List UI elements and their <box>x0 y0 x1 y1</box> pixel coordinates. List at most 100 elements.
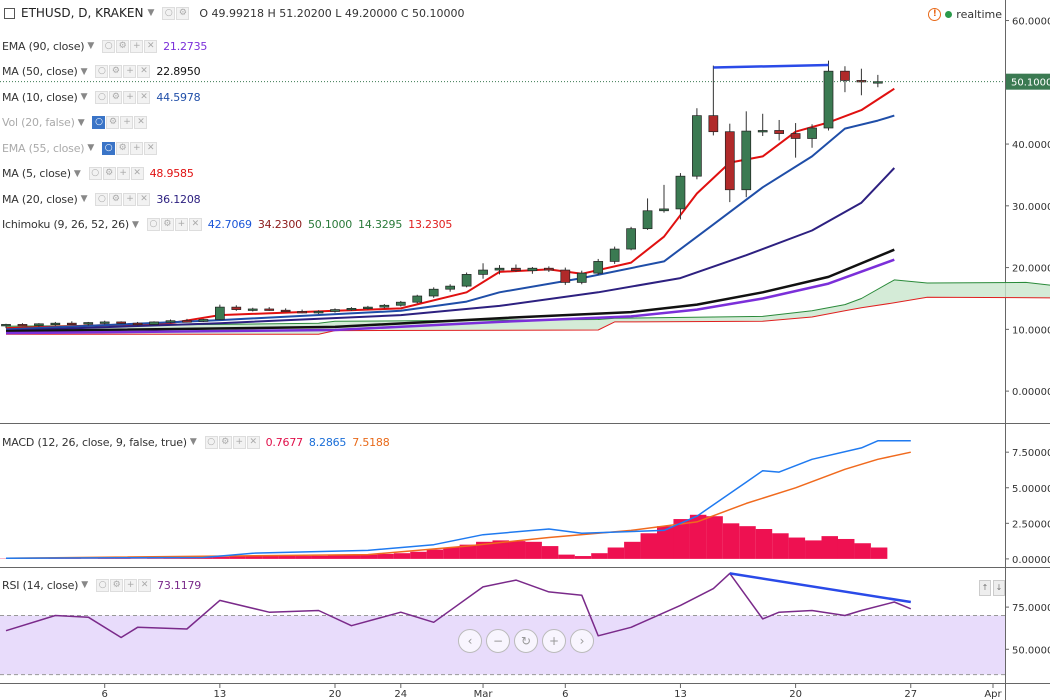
indicator-value: 42.7069 <box>207 218 252 231</box>
price-tick-label: 20.00000 <box>1012 264 1050 275</box>
macd-histogram-bar <box>739 526 756 559</box>
candle <box>692 115 702 177</box>
last-price-label: 50.10000 <box>1011 78 1050 89</box>
macd-histogram-bar <box>476 541 493 559</box>
warning-icon[interactable]: ! <box>928 8 942 21</box>
indicator-legend[interactable]: MA (50, close) ▼ ○ ⚙ + ✕ 22.8950 <box>2 64 206 80</box>
macd-histogram-bar <box>837 538 855 559</box>
symbol-title[interactable]: ETHUSD, D, KRAKEN <box>21 6 144 20</box>
chevron-down-icon[interactable]: ▼ <box>77 117 85 128</box>
ma-line <box>5 258 895 335</box>
indicator-legend[interactable]: MA (5, close) ▼ ○ ⚙ + ✕ 48.9585 <box>2 166 200 182</box>
chevron-down-icon[interactable]: ▼ <box>87 143 95 153</box>
price-tick-label: 10.00000 <box>1012 325 1050 336</box>
macd-histogram-bar <box>426 549 444 559</box>
candle <box>840 70 850 81</box>
macd-histogram-bar <box>97 558 115 559</box>
price-tick-label: 0.00000 <box>1012 387 1050 398</box>
candle <box>264 308 275 311</box>
last-price-box <box>1006 73 1050 90</box>
indicator-controls[interactable]: ○ ⚙ + ✕ <box>92 116 148 129</box>
indicator-legend[interactable]: MA (20, close) ▼ ○ ⚙ + ✕ 36.1208 <box>2 191 206 207</box>
macd-histogram-bar <box>755 529 773 559</box>
candle <box>708 115 719 133</box>
candle <box>461 274 472 287</box>
indicator-label[interactable]: MA (20, close) <box>2 192 78 206</box>
indicator-controls[interactable]: ○ ⚙ + ✕ <box>95 90 151 104</box>
chevron-down-icon[interactable]: ▼ <box>80 66 88 77</box>
indicator-label[interactable]: MACD (12, 26, close, 9, false, true) <box>2 435 187 449</box>
indicator-legend[interactable]: MA (10, close) ▼ ○ ⚙ + ✕ 44.5978 <box>2 89 206 105</box>
price-tick-label: 60.00000 <box>1012 17 1050 28</box>
candle <box>642 210 653 230</box>
candle <box>807 127 817 139</box>
chevron-down-icon[interactable]: ▼ <box>73 168 81 179</box>
chevron-down-icon[interactable]: ▼ <box>80 194 88 204</box>
macd-histogram-bar <box>262 555 279 559</box>
chevron-down-icon[interactable]: ▼ <box>132 219 139 230</box>
macd-histogram-bar <box>344 554 361 559</box>
indicator-controls[interactable]: ○ ⚙ + ✕ <box>95 65 151 78</box>
reset-icon[interactable]: ↻ <box>514 629 538 653</box>
indicator-label[interactable]: RSI (14, close) <box>2 578 79 592</box>
macd-histogram-bar <box>706 516 723 559</box>
candle <box>757 130 768 133</box>
candle <box>741 130 752 191</box>
chevron-down-icon[interactable]: ▼ <box>87 41 95 51</box>
chevron-down-icon[interactable]: ▼ <box>81 580 89 590</box>
candle <box>198 319 209 322</box>
macd-histogram-bar <box>245 556 263 559</box>
indicator-label[interactable]: EMA (90, close) <box>2 39 85 53</box>
candle <box>363 306 373 309</box>
macd-legend[interactable]: MACD (12, 26, close, 9, false, true) ▼ ○ ⚙ +… <box>2 434 396 450</box>
candle <box>297 311 307 314</box>
indicator-value: 36.1208 <box>156 192 201 206</box>
ma-line <box>5 167 896 332</box>
zoom-out-icon[interactable]: − <box>486 629 510 653</box>
macd-histogram-bar <box>459 544 477 559</box>
indicator-controls[interactable]: ○ ⚙ + ✕ <box>96 578 152 592</box>
indicator-legend[interactable]: EMA (90, close) ▼ ○ ⚙ + ✕ 21.2735 <box>2 38 213 54</box>
indicator-controls[interactable]: ○ ⚙ + ✕ <box>88 167 144 180</box>
indicator-controls[interactable]: ○ ⚙ + ✕ <box>102 141 158 155</box>
zoom-in-icon[interactable]: + <box>542 629 566 653</box>
candle <box>543 267 554 271</box>
candle <box>182 320 192 323</box>
macd-histogram-bar <box>163 558 180 559</box>
rsi-legend[interactable]: RSI (14, close) ▼ ○ ⚙ + ✕ 73.1179 <box>2 577 207 593</box>
chevron-down-icon[interactable]: ▼ <box>80 92 88 102</box>
candle <box>428 288 439 297</box>
indicator-label[interactable]: MA (50, close) <box>2 65 78 78</box>
macd-histogram-bar <box>229 556 246 559</box>
price-trendline <box>713 63 829 69</box>
indicator-legend[interactable]: Ichimoku (9, 26, 52, 26) ▼ ○ ⚙ + ✕ 42.7069 34.2… <box>2 217 458 233</box>
indicator-controls[interactable]: ○ ⚙ + ✕ <box>95 192 151 206</box>
indicator-label[interactable]: Ichimoku (9, 26, 52, 26) <box>2 218 130 231</box>
indicator-controls[interactable]: ○ ⚙ + ✕ <box>146 218 202 231</box>
candle <box>346 308 357 311</box>
indicator-controls[interactable]: ○ ⚙ + ✕ <box>204 435 260 449</box>
candle <box>1 324 11 327</box>
scroll-left-icon[interactable]: ‹ <box>458 629 482 653</box>
price-tick-label: 40.00000 <box>1012 140 1050 151</box>
candle <box>379 304 390 308</box>
scroll-right-icon[interactable]: › <box>570 629 594 653</box>
indicator-label[interactable]: MA (5, close) <box>2 167 71 180</box>
indicator-legend[interactable]: Vol (20, false) ▼ ○ ⚙ + ✕ <box>2 115 153 131</box>
macd-histogram-bar <box>311 555 329 559</box>
chevron-down-icon[interactable]: ▼ <box>189 437 197 447</box>
candle <box>99 321 110 324</box>
indicator-controls[interactable]: ○ ⚙ + ✕ <box>102 39 158 53</box>
symbol-controls[interactable]: ○ ⚙ <box>162 6 190 20</box>
indicator-legend[interactable]: EMA (55, close) ▼ ○ ⚙ + ✕ <box>2 140 163 156</box>
indicator-label[interactable]: MA (10, close) <box>2 90 78 104</box>
collapse-icon[interactable] <box>4 7 15 19</box>
rsi-scale-buttons[interactable]: ↑ ↓ <box>979 580 1005 596</box>
indicator-label[interactable]: Vol (20, false) <box>2 116 75 129</box>
realtime-status: ! realtime <box>928 8 1002 21</box>
price-tick-label: 30.00000 <box>1012 202 1050 213</box>
chevron-down-icon[interactable]: ▼ <box>147 8 155 18</box>
indicator-label[interactable]: EMA (55, close) <box>2 141 85 155</box>
macd-tick-label: 2.50000 <box>1012 519 1050 530</box>
